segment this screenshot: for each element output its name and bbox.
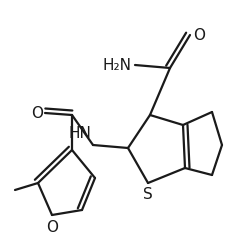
Text: HN: HN: [68, 126, 91, 141]
Text: O: O: [46, 220, 58, 235]
Text: O: O: [31, 106, 43, 121]
Text: S: S: [143, 187, 153, 202]
Text: O: O: [193, 27, 205, 43]
Text: H₂N: H₂N: [103, 58, 132, 72]
